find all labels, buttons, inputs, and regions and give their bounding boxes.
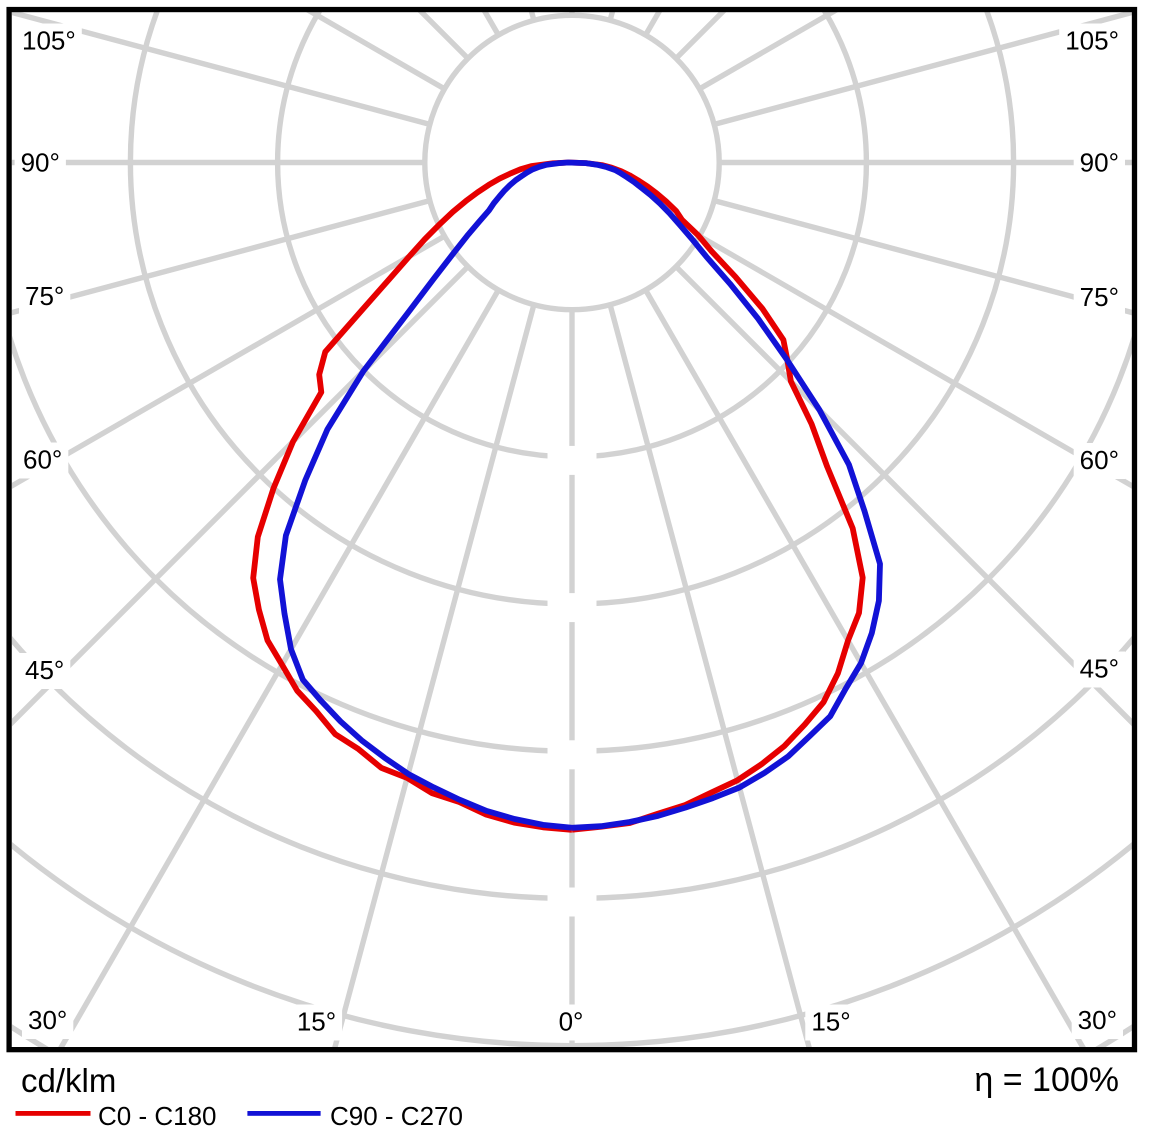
svg-text:90°: 90° (21, 148, 60, 178)
svg-text:60°: 60° (1080, 445, 1119, 475)
svg-text:45°: 45° (1080, 654, 1119, 684)
svg-text:105°: 105° (22, 26, 76, 56)
svg-text:105°: 105° (1065, 26, 1119, 56)
svg-text:η = 100%: η = 100% (974, 1061, 1119, 1099)
svg-text:cd/klm: cd/klm (21, 1062, 116, 1099)
svg-text:45°: 45° (25, 655, 64, 685)
svg-text:30°: 30° (1078, 1005, 1117, 1035)
svg-text:75°: 75° (1080, 282, 1119, 312)
svg-text:15°: 15° (297, 1007, 336, 1037)
svg-text:90°: 90° (1080, 148, 1119, 178)
svg-text:30°: 30° (28, 1005, 67, 1035)
svg-text:15°: 15° (811, 1007, 850, 1037)
svg-text:60°: 60° (23, 445, 62, 475)
svg-text:C90 - C270: C90 - C270 (330, 1101, 463, 1131)
svg-text:75°: 75° (25, 281, 64, 311)
svg-text:0°: 0° (559, 1007, 584, 1037)
svg-text:C0 - C180: C0 - C180 (98, 1101, 217, 1131)
